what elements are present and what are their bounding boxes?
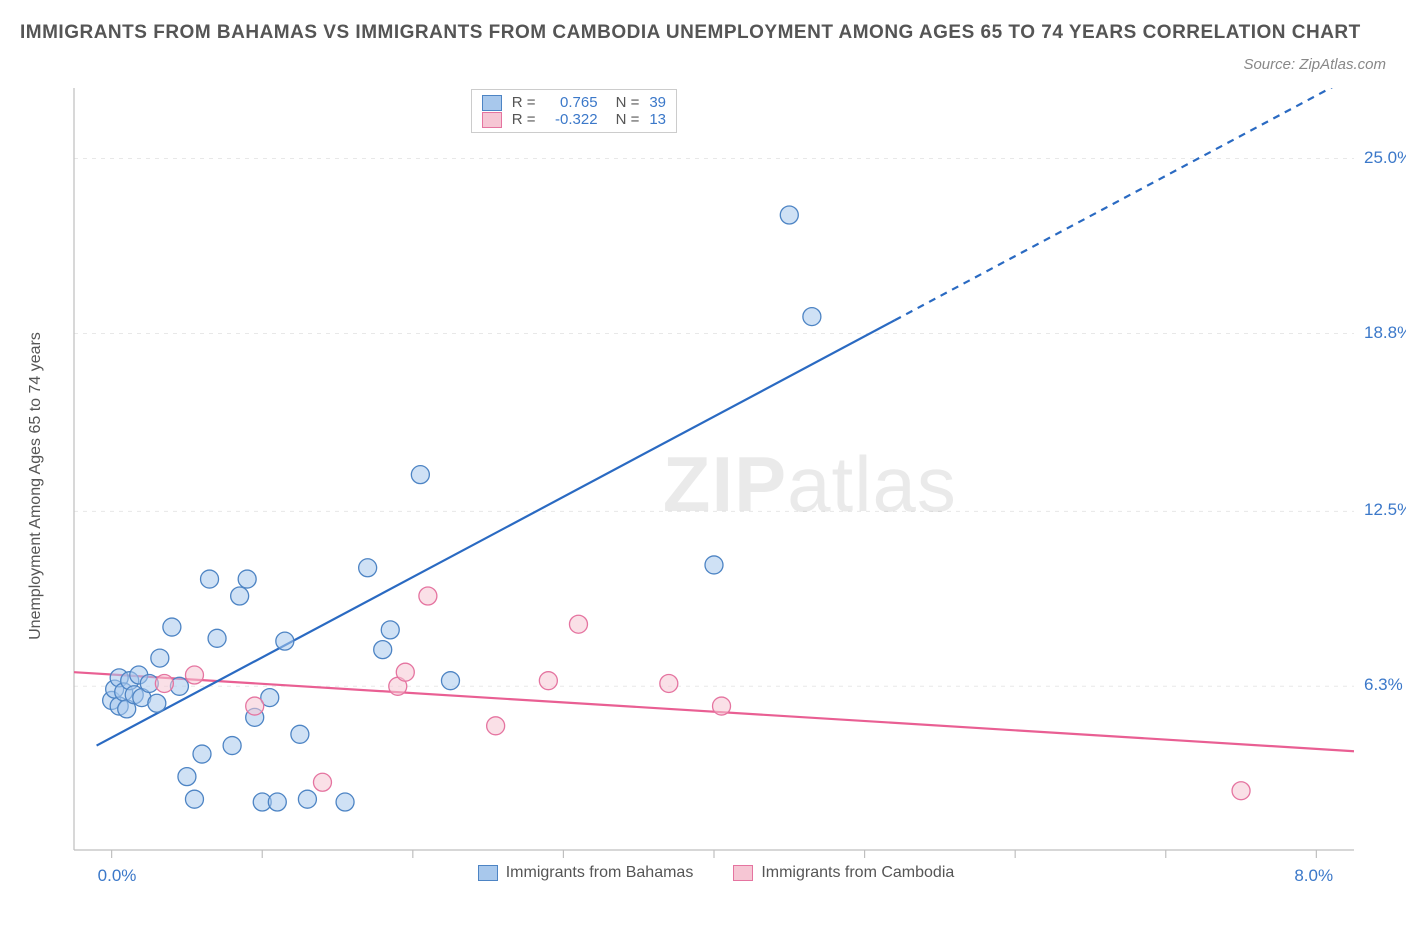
legend-row: R = -0.322 N = 13 bbox=[482, 111, 666, 128]
legend-row: R = 0.765 N = 39 bbox=[482, 94, 666, 111]
y-axis-tick-label: 25.0% bbox=[1364, 148, 1406, 168]
legend-swatch bbox=[482, 112, 502, 128]
legend-n-label: N = bbox=[616, 111, 640, 128]
series-legend: Immigrants from Bahamas Immigrants from C… bbox=[46, 864, 1386, 882]
legend-n-value: 13 bbox=[649, 111, 666, 128]
legend-r-value: -0.322 bbox=[546, 111, 598, 128]
y-axis-label: Unemployment Among Ages 65 to 74 years bbox=[27, 332, 45, 640]
legend-swatch bbox=[478, 865, 498, 881]
source-attribution: Source: ZipAtlas.com bbox=[1243, 56, 1386, 73]
legend-r-label: R = bbox=[512, 94, 536, 111]
legend-r-value: 0.765 bbox=[546, 94, 598, 111]
legend-n-label: N = bbox=[616, 94, 640, 111]
y-axis-tick-label: 18.8% bbox=[1364, 323, 1406, 343]
chart-area: Unemployment Among Ages 65 to 74 years Z… bbox=[46, 88, 1386, 883]
correlation-legend: R = 0.765 N = 39 R = -0.322 N = 13 bbox=[471, 89, 677, 133]
series-legend-label: Immigrants from Bahamas bbox=[506, 864, 694, 882]
series-legend-item: Immigrants from Cambodia bbox=[733, 864, 954, 882]
chart-title: IMMIGRANTS FROM BAHAMAS VS IMMIGRANTS FR… bbox=[20, 18, 1386, 47]
y-axis-tick-label: 6.3% bbox=[1364, 675, 1403, 695]
y-axis-tick-label: 12.5% bbox=[1364, 500, 1406, 520]
scatter-chart-svg bbox=[46, 88, 1386, 883]
legend-n-value: 39 bbox=[649, 94, 666, 111]
series-legend-label: Immigrants from Cambodia bbox=[761, 864, 954, 882]
series-legend-item: Immigrants from Bahamas bbox=[478, 864, 694, 882]
legend-swatch bbox=[482, 95, 502, 111]
legend-r-label: R = bbox=[512, 111, 536, 128]
legend-swatch bbox=[733, 865, 753, 881]
